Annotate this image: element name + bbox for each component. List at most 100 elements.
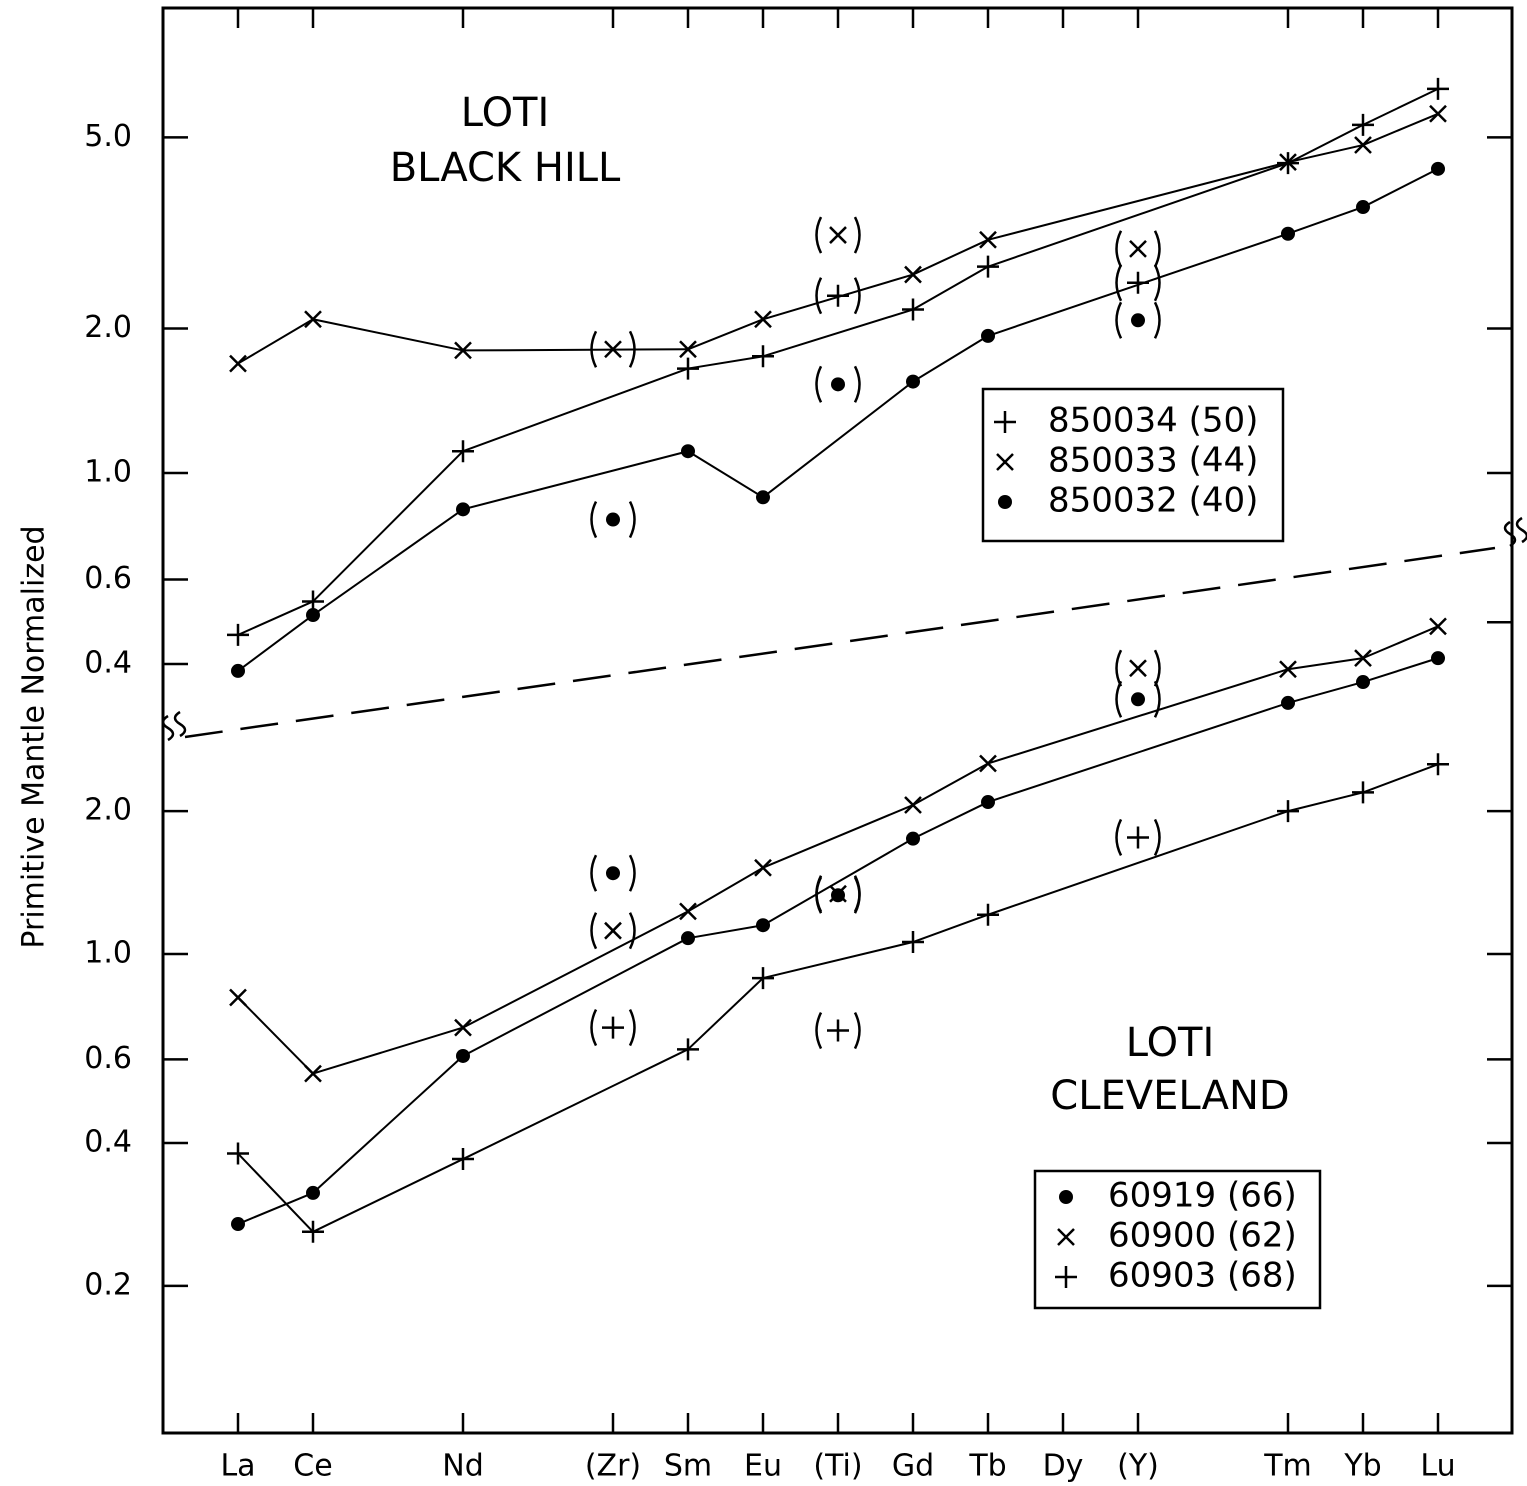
series-line — [912, 238, 989, 276]
marker-plus — [977, 255, 999, 278]
marker-cross — [1429, 104, 1447, 123]
marker-dot — [1131, 313, 1145, 328]
series-line — [912, 335, 989, 383]
marker-cross — [604, 921, 622, 940]
marker-dot — [1281, 695, 1295, 710]
series-line — [1362, 763, 1439, 794]
series-line — [912, 801, 989, 840]
y-tick-label: 1.0 — [84, 454, 132, 489]
series-line — [987, 162, 1289, 268]
series-line — [237, 1152, 314, 1233]
series-line — [462, 450, 689, 511]
marker-plus — [752, 967, 774, 990]
series-line — [987, 232, 1289, 337]
series-line — [1287, 791, 1364, 813]
y-tick-label: 0.4 — [84, 1124, 132, 1159]
series-line — [762, 273, 914, 321]
marker-cross — [1057, 1228, 1075, 1246]
series-line — [1362, 657, 1439, 684]
y-tick-label: 0.4 — [84, 646, 132, 681]
panel-annotation: LOTI — [1126, 1020, 1215, 1066]
bracket — [590, 500, 636, 539]
series-line — [312, 508, 464, 616]
marker-cross — [229, 988, 247, 1007]
series-line — [687, 977, 764, 1051]
marker-cross — [679, 340, 697, 359]
marker-dot — [981, 328, 995, 343]
panel-annotation: LOTI — [461, 90, 550, 136]
axis-break-left — [161, 710, 187, 742]
series-line — [237, 996, 314, 1075]
marker-cross — [829, 884, 847, 903]
marker-dot — [906, 831, 920, 846]
axis-break-right — [1503, 516, 1527, 548]
series-line — [462, 367, 689, 453]
series-line — [1362, 87, 1439, 126]
marker-cross — [979, 230, 997, 249]
marker-dot — [606, 512, 620, 527]
series-line — [762, 941, 914, 980]
x-tick-label: Ce — [293, 1449, 332, 1484]
marker-cross — [904, 796, 922, 814]
marker-cross — [979, 754, 997, 773]
marker-dot — [1356, 200, 1370, 215]
marker-plus — [827, 1019, 849, 1042]
bracket — [1115, 301, 1161, 339]
series-line — [762, 837, 914, 927]
series-line — [1287, 681, 1364, 704]
x-tick-label: (Ti) — [813, 1449, 862, 1484]
marker-plus — [302, 1220, 324, 1243]
series-line — [987, 701, 1289, 803]
y-axis-label: Primitive Mantle Normalized — [17, 525, 52, 948]
marker-dot — [1059, 1190, 1073, 1204]
series-line — [687, 450, 764, 499]
marker-plus — [677, 357, 699, 380]
bracket — [1115, 818, 1161, 857]
x-tick-label: Tm — [1263, 1449, 1312, 1484]
y-tick-label: 1.0 — [84, 936, 132, 971]
marker-plus — [994, 411, 1016, 433]
y-tick-label: 0.6 — [84, 561, 132, 596]
marker-dot — [756, 490, 770, 505]
marker-plus — [1055, 1266, 1077, 1288]
marker-dot — [1431, 161, 1445, 176]
bracket — [815, 216, 861, 254]
series-line — [987, 668, 1289, 765]
marker-dot — [606, 866, 620, 881]
marker-dot — [998, 495, 1012, 509]
series-line — [312, 318, 464, 352]
series-line — [1362, 625, 1439, 660]
series-line — [237, 600, 314, 636]
legend-box — [981, 387, 1285, 543]
series-line — [1362, 167, 1439, 208]
marker-plus — [977, 903, 999, 926]
series-line — [762, 380, 914, 499]
legend-label: 850033 (44) — [1048, 441, 1258, 481]
x-tick-label: Sm — [664, 1449, 712, 1484]
x-tick-label: (Zr) — [585, 1449, 641, 1484]
marker-dot — [456, 1048, 470, 1063]
marker-dot — [306, 1185, 320, 1200]
legend-label: 60919 (66) — [1108, 1176, 1297, 1216]
x-tick-label: Dy — [1043, 1449, 1084, 1484]
series-line — [237, 1191, 314, 1225]
bracket — [815, 277, 861, 315]
series-line — [1287, 144, 1364, 164]
y-tick-label: 2.0 — [84, 310, 132, 345]
marker-plus — [752, 345, 774, 368]
marker-cross — [304, 310, 322, 329]
x-tick-label: Lu — [1420, 1449, 1455, 1484]
marker-dot — [831, 377, 845, 392]
series-line — [312, 1158, 464, 1233]
plot-frame — [161, 6, 1514, 1435]
series-line — [1362, 112, 1439, 146]
series-line — [462, 1048, 689, 1160]
marker-plus — [227, 1142, 249, 1165]
marker-plus — [227, 623, 249, 646]
bracket — [1115, 649, 1161, 687]
series-line — [987, 161, 1289, 241]
bracket — [590, 1009, 636, 1047]
bracket — [815, 365, 861, 403]
x-tick-label: Gd — [892, 1449, 934, 1484]
